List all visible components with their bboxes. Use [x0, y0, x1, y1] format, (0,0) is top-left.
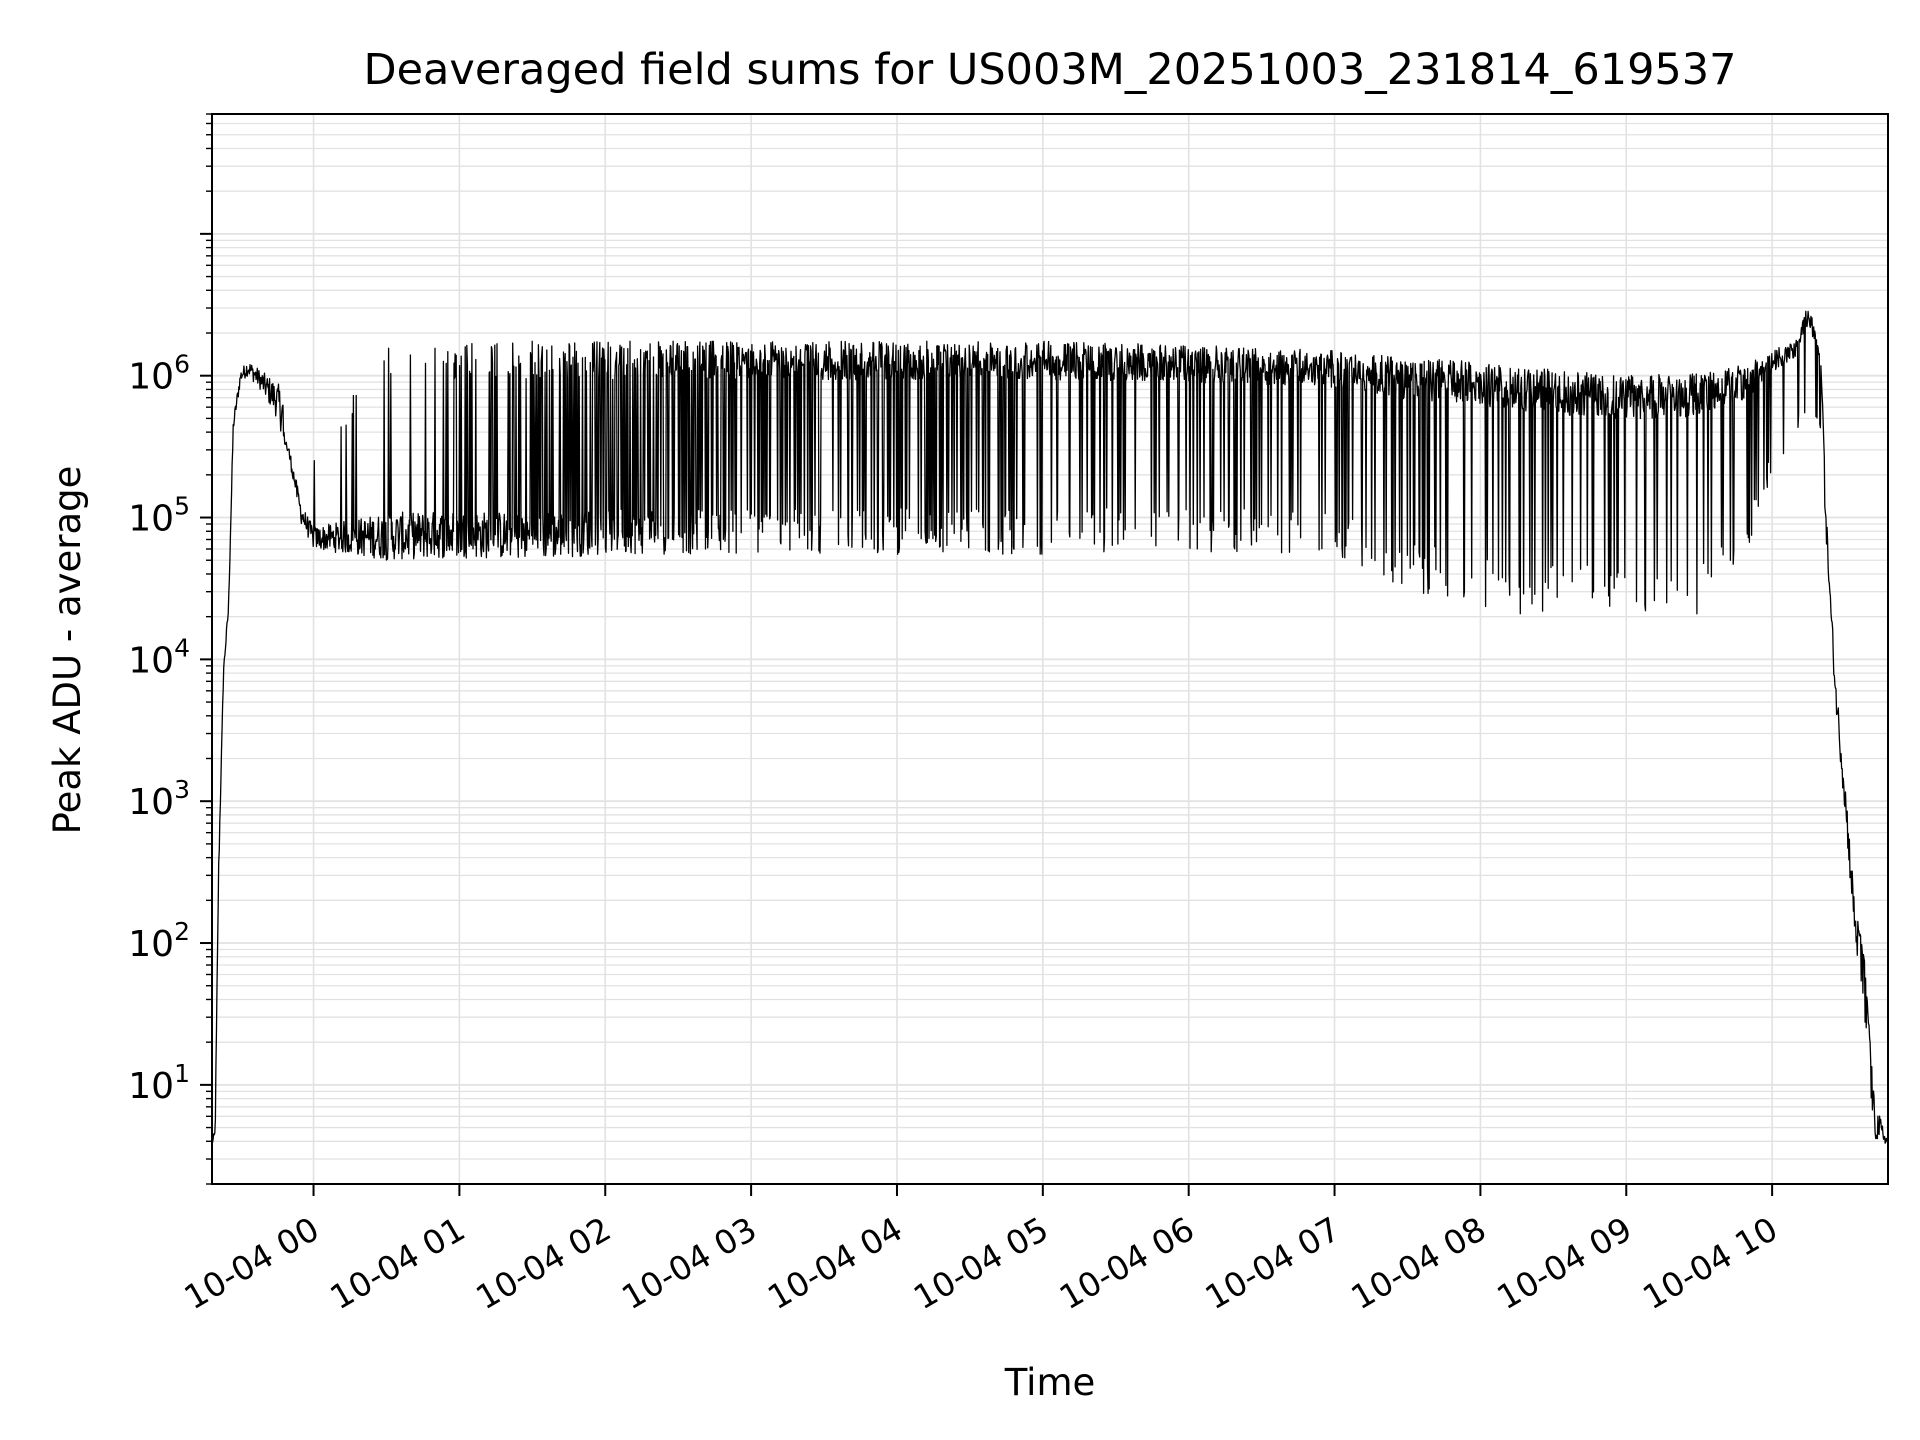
y-tick-label: 102: [128, 917, 190, 965]
y-tick-label: 106: [128, 350, 190, 398]
y-tick-label: 101: [128, 1059, 190, 1107]
y-tick-label: 104: [128, 633, 190, 681]
series-line: [211, 310, 1889, 1144]
y-axis: 101 102 103 104 105 106: [128, 113, 212, 1185]
y-tick-label: 103: [128, 775, 190, 823]
x-axis-label: Time: [1004, 1361, 1096, 1404]
y-axis-label: Peak ADU - average: [46, 466, 89, 835]
series-trace: [211, 310, 1889, 1144]
plot-frame: [211, 113, 1889, 1185]
y-tick-label: 105: [128, 492, 190, 540]
chart-title: Deaveraged field sums for US003M_2025100…: [363, 45, 1736, 95]
